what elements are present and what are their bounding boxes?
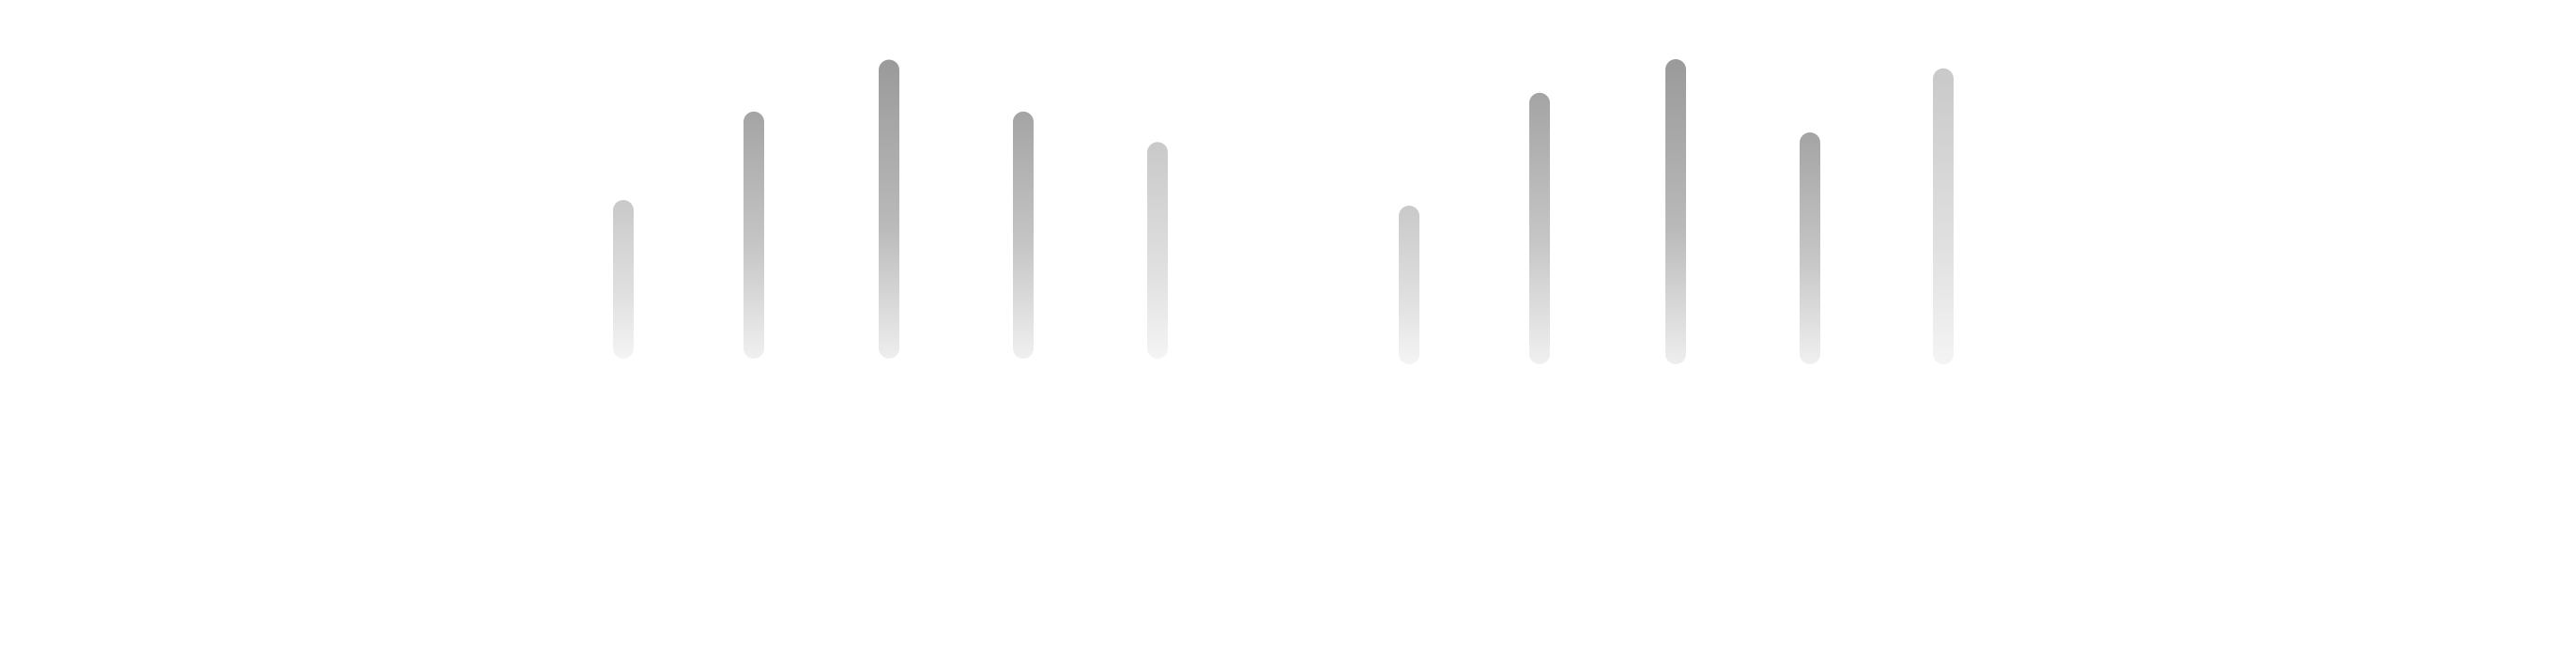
bar-group-right-group <box>1399 59 1954 364</box>
vertical-bar <box>1147 142 1168 359</box>
vertical-bar <box>1013 111 1034 359</box>
vertical-bar <box>1933 68 1954 364</box>
bar-group-left-group <box>613 59 1168 359</box>
vertical-bar <box>1529 92 1550 364</box>
vertical-bar <box>613 200 634 359</box>
vertical-bar <box>1399 206 1419 364</box>
vertical-bar <box>879 59 899 359</box>
vertical-bar <box>1665 59 1686 364</box>
vertical-bar <box>1800 132 1820 364</box>
vertical-bar <box>744 111 764 359</box>
